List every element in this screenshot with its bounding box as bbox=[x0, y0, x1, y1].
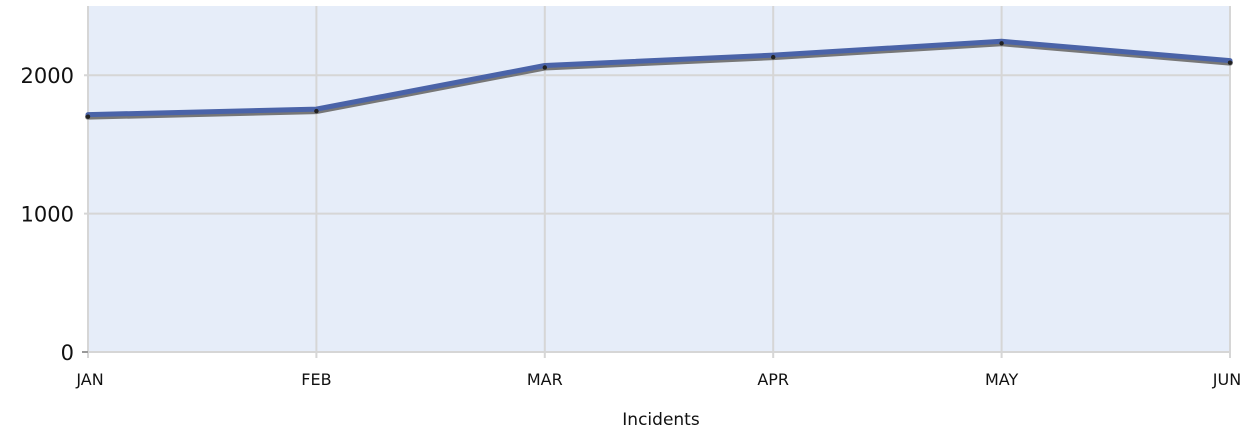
y-tick-label-2000: 2000 bbox=[21, 64, 74, 88]
series-layer bbox=[85, 38, 1233, 120]
y-tick-label-0: 0 bbox=[61, 341, 74, 365]
x-tick-label-jan: JAN bbox=[75, 370, 103, 389]
axes bbox=[82, 6, 1230, 353]
data-point-feb bbox=[314, 108, 319, 114]
data-point-jun bbox=[1227, 60, 1233, 65]
data-point-may bbox=[999, 41, 1004, 46]
x-tick-label-mar: MAR bbox=[527, 370, 563, 389]
data-point-jan bbox=[85, 114, 91, 119]
series-line-0 bbox=[85, 38, 1233, 118]
tick-labels: JAN FEB MAR APR MAY JUN 0 1000 2000 bbox=[21, 64, 1242, 389]
data-point-mar bbox=[542, 65, 547, 70]
data-point-apr bbox=[771, 54, 776, 60]
y-tick-label-1000: 1000 bbox=[21, 203, 74, 227]
x-tick-label-feb: FEB bbox=[301, 370, 331, 389]
x-axis-title: Incidents bbox=[622, 410, 700, 430]
x-tick-label-may: MAY bbox=[985, 370, 1019, 389]
x-tick-label-jun: JUN bbox=[1212, 370, 1241, 389]
x-tick-label-apr: APR bbox=[757, 370, 789, 389]
